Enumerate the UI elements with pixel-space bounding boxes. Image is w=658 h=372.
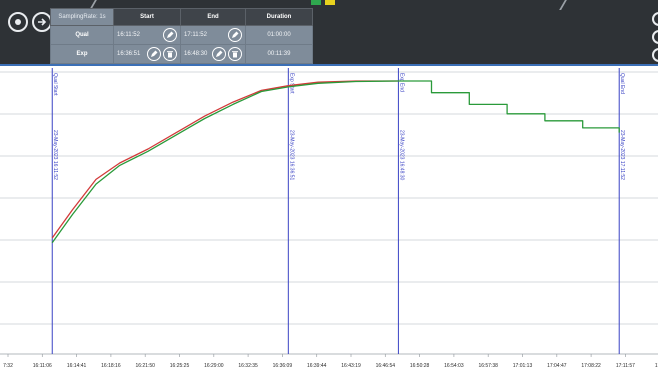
table-header-row: SamplingRate: 1s Start End Duration — [50, 8, 313, 26]
x-tick-label: 16:29:00 — [204, 363, 224, 369]
x-tick-label: 16:36:09 — [273, 363, 293, 369]
duration-cell: 01:00:00 — [245, 25, 313, 45]
x-tick-label: 17:01:13 — [513, 363, 533, 369]
table-row: Qual 16:11:52 17:11:52 01:00:00 — [50, 25, 313, 45]
start-time: 16:11:52 — [117, 32, 140, 38]
x-tick-label: 17:04:47 — [547, 363, 567, 369]
exit-arrow-icon[interactable] — [32, 12, 52, 32]
table-row: Exp 16:36:51 16:48:30 — [50, 44, 313, 64]
row-label: Exp — [50, 44, 114, 64]
x-tick-label: 16:39:44 — [307, 363, 327, 369]
top-toolbar: SamplingRate: 1s Start End Duration Qual… — [0, 0, 658, 66]
x-tick-label: 17:11:57 — [616, 363, 635, 369]
x-tick-label: 16:54:03 — [444, 363, 464, 369]
x-tick-label: 7:32 — [3, 363, 13, 369]
row-label: Qual — [50, 25, 114, 45]
sampling-rate-label: SamplingRate: 1s — [50, 8, 114, 26]
divider-mark — [559, 0, 567, 10]
event-marker-date: 23-May-2023 17:11:52 — [619, 130, 625, 180]
x-tick-label: 16:14:41 — [67, 363, 87, 369]
event-marker-label: Qual End — [619, 73, 625, 94]
event-marker-label: Exp Start — [288, 73, 294, 94]
event-marker-label: Exp End — [398, 73, 404, 92]
start-header: Start — [113, 8, 181, 26]
event-marker-label: Qual Start — [52, 73, 58, 96]
event-marker-date: 23-May-2023 16:48:30 — [398, 130, 404, 181]
edit-pencil-icon[interactable] — [163, 28, 177, 42]
trash-icon[interactable] — [163, 47, 177, 61]
start-time: 16:36:51 — [117, 51, 141, 57]
status-flag-yellow — [325, 0, 335, 5]
duration-cell: 00:11:39 — [245, 44, 313, 64]
side-circle-icon[interactable] — [652, 12, 658, 26]
event-marker-date: 23-May-2023 16:11:52 — [52, 130, 58, 180]
status-flag-green — [311, 0, 321, 5]
edit-pencil-icon[interactable] — [147, 47, 161, 61]
record-circle-icon[interactable] — [8, 12, 28, 32]
x-tick-label: 16:46:54 — [376, 363, 396, 369]
edit-pencil-icon[interactable] — [212, 47, 226, 61]
x-tick-label: 17:1 — [655, 363, 658, 369]
x-tick-label: 16:32:35 — [238, 363, 258, 369]
edit-pencil-icon[interactable] — [228, 28, 242, 42]
series-line-green — [51, 80, 620, 244]
event-marker-date: 23-May-2023 16:36:51 — [288, 130, 294, 181]
x-tick-label: 16:11:06 — [33, 363, 52, 369]
end-cell: 16:48:30 — [180, 44, 246, 64]
trend-chart[interactable]: 7:32 16:11:06 16:14:41 16:18:16 16:21:50 16:2… — [0, 68, 658, 372]
x-tick-label: 16:43:19 — [341, 363, 361, 369]
end-time: 17:11:52 — [184, 32, 207, 38]
x-tick-label: 16:50:28 — [410, 363, 430, 369]
session-table: SamplingRate: 1s Start End Duration Qual… — [50, 8, 313, 64]
trash-icon[interactable] — [228, 47, 242, 61]
toolbar-accent-line — [0, 64, 658, 66]
side-circle-icon[interactable] — [652, 48, 658, 62]
start-cell: 16:36:51 — [113, 44, 181, 64]
x-tick-label: 16:21:50 — [135, 363, 155, 369]
x-tick-label: 16:18:16 — [101, 363, 121, 369]
end-cell: 17:11:52 — [180, 25, 246, 45]
x-tick-label: 16:57:38 — [478, 363, 498, 369]
side-circle-icon[interactable] — [652, 30, 658, 44]
end-header: End — [180, 8, 246, 26]
x-tick-label: 17:08:22 — [581, 363, 601, 369]
start-cell: 16:11:52 — [113, 25, 181, 45]
x-tick-label: 16:25:25 — [170, 363, 190, 369]
duration-header: Duration — [245, 8, 313, 26]
series-line-red — [51, 80, 399, 239]
end-time: 16:48:30 — [184, 51, 208, 57]
